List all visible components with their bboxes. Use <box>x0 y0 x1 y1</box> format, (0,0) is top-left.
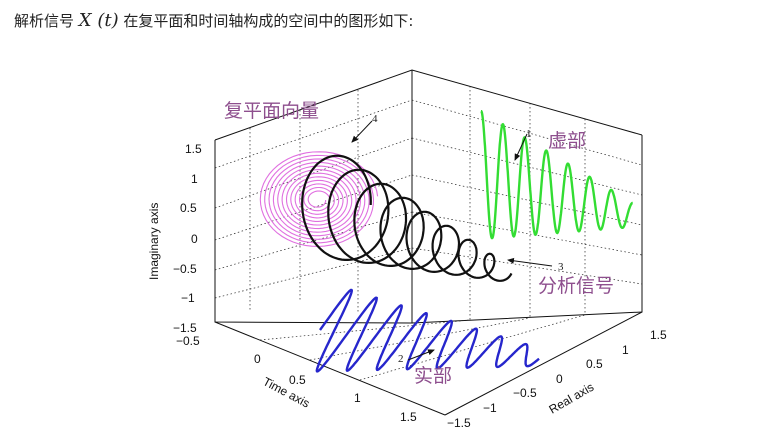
label-imaginary-part: 虚部 <box>548 130 586 152</box>
real-tick: −1 <box>483 401 497 415</box>
arrow-2 <box>407 349 435 361</box>
real-axis-label: Real axis <box>547 380 597 417</box>
caption-suffix: 在复平面和时间轴构成的空间中的图形如下: <box>123 12 414 30</box>
time-tick: 1 <box>354 391 361 405</box>
time-tick: 0.5 <box>289 373 306 387</box>
imag-axis-ticks: 1.5 1 0.5 0 −0.5 −1 −1.5 <box>173 142 202 335</box>
imag-axis-label: Imaginary axis <box>147 203 161 280</box>
time-tick: 1.5 <box>400 410 417 424</box>
caption-prefix: 解析信号 <box>14 12 75 30</box>
imag-tick: 0.5 <box>180 201 197 215</box>
floor-front-left-edge <box>214 321 446 416</box>
arrow-3 <box>507 257 553 267</box>
arrow-1 <box>514 133 528 161</box>
imag-tick: −1 <box>181 291 195 305</box>
time-tick: 0 <box>254 352 261 366</box>
real-tick: 1.5 <box>650 328 667 342</box>
marker-4: 4 <box>372 113 378 125</box>
floor-front-right-edge <box>444 311 643 416</box>
imag-tick: −1.5 <box>173 321 197 335</box>
caption: 解析信号 X (t) 在复平面和时间轴构成的空间中的图形如下: <box>14 10 413 31</box>
real-tick: 0 <box>556 372 563 386</box>
complex-plane-vector-spiral <box>259 151 379 248</box>
imag-tick: 0 <box>191 232 198 246</box>
real-tick: 0.5 <box>586 357 603 371</box>
time-axis-ticks: −0.5 0 0.5 1 1.5 <box>176 334 417 424</box>
time-tick: −0.5 <box>176 334 200 348</box>
real-tick: 1 <box>622 343 629 357</box>
real-tick: −1.5 <box>447 416 471 430</box>
real-part-curve <box>315 288 540 373</box>
caption-math: X (t) <box>78 10 119 31</box>
label-analytic-signal: 分析信号 <box>538 275 614 297</box>
label-complex-plane-vector: 复平面向量 <box>224 100 319 122</box>
label-real-part: 实部 <box>414 365 452 387</box>
arrow-4 <box>351 120 373 143</box>
imag-tick: −0.5 <box>173 262 197 276</box>
plot-box <box>214 69 643 416</box>
real-axis-ticks: −1.5 −1 −0.5 0 0.5 1 1.5 <box>447 328 667 430</box>
imaginary-part-curve <box>480 110 633 240</box>
marker-1: 1 <box>526 128 532 140</box>
real-tick: −0.5 <box>513 386 537 400</box>
imag-tick: 1 <box>191 172 198 186</box>
imag-tick: 1.5 <box>185 142 202 156</box>
marker-2: 2 <box>398 353 404 365</box>
marker-3: 3 <box>558 261 564 273</box>
analytic-signal-helix <box>301 154 513 282</box>
